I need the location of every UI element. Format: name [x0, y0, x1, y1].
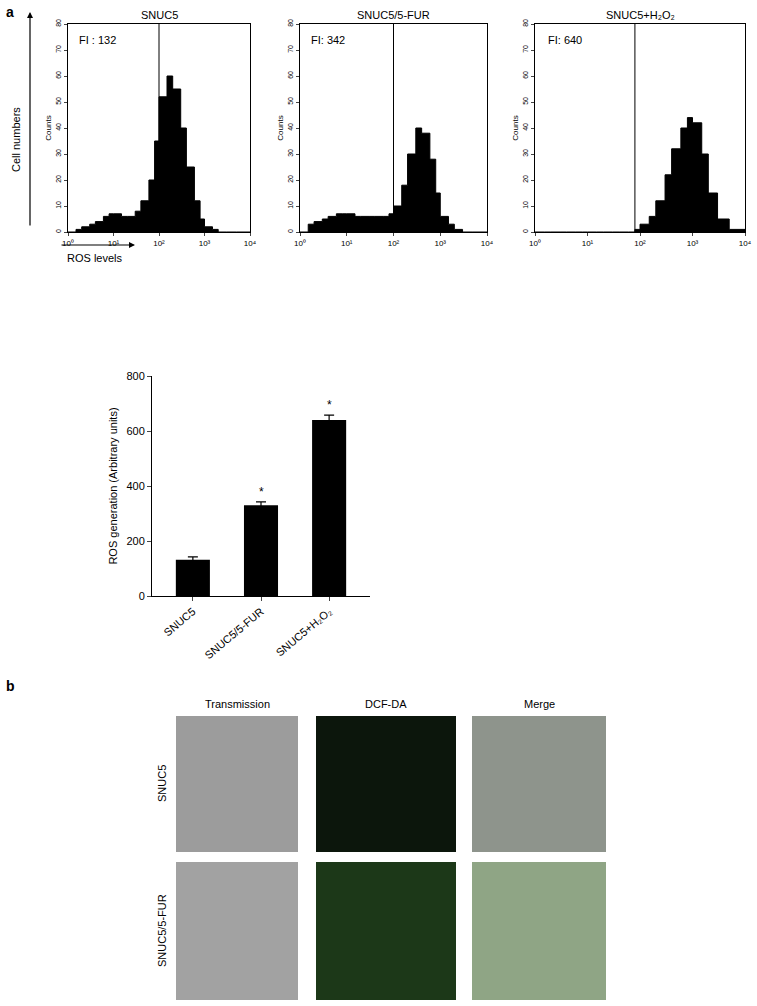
svg-text:SNUC5/5-FUR: SNUC5/5-FUR	[202, 605, 265, 661]
svg-text:SNUC5+H₂O₂: SNUC5+H₂O₂	[606, 9, 675, 21]
svg-text:10⁰: 10⁰	[529, 239, 541, 248]
svg-text:50: 50	[287, 97, 294, 105]
svg-text:20: 20	[522, 175, 529, 183]
svg-text:70: 70	[55, 45, 62, 53]
svg-text:60: 60	[55, 71, 62, 79]
svg-text:10¹: 10¹	[108, 239, 120, 248]
svg-text:*: *	[327, 398, 332, 412]
svg-text:FI: 640: FI: 640	[548, 34, 582, 46]
svg-text:30: 30	[522, 149, 529, 157]
svg-text:ROS levels: ROS levels	[67, 252, 123, 264]
svg-text:FI: 342: FI: 342	[311, 34, 345, 46]
svg-text:10⁴: 10⁴	[244, 239, 257, 248]
svg-text:Cell numbers: Cell numbers	[10, 107, 22, 172]
svg-text:Counts: Counts	[276, 115, 285, 140]
svg-text:Merge: Merge	[524, 698, 555, 710]
svg-text:10³: 10³	[434, 239, 446, 248]
svg-text:30: 30	[287, 149, 294, 157]
svg-text:*: *	[259, 485, 264, 499]
svg-text:10⁴: 10⁴	[739, 239, 752, 248]
svg-text:SNUC5: SNUC5	[161, 605, 197, 638]
svg-text:10⁰: 10⁰	[62, 239, 74, 248]
svg-text:SNUC5: SNUC5	[141, 9, 178, 21]
svg-text:a: a	[6, 4, 14, 20]
svg-text:10: 10	[522, 201, 529, 209]
svg-text:50: 50	[55, 97, 62, 105]
svg-text:10: 10	[287, 201, 294, 209]
svg-text:0: 0	[522, 229, 529, 233]
svg-text:60: 60	[287, 71, 294, 79]
svg-text:Transmission: Transmission	[205, 698, 270, 710]
svg-text:70: 70	[522, 45, 529, 53]
svg-text:SNUC5+H₂O₂: SNUC5+H₂O₂	[274, 605, 334, 658]
svg-text:Counts: Counts	[511, 115, 520, 140]
svg-text:800: 800	[126, 370, 144, 382]
svg-text:0: 0	[139, 590, 145, 602]
svg-text:10³: 10³	[687, 239, 699, 248]
svg-text:10³: 10³	[199, 239, 211, 248]
svg-text:DCF-DA: DCF-DA	[365, 698, 407, 710]
svg-text:30: 30	[55, 149, 62, 157]
svg-text:10²: 10²	[153, 239, 165, 248]
svg-text:40: 40	[522, 123, 529, 131]
svg-text:400: 400	[126, 480, 144, 492]
svg-text:0: 0	[55, 229, 62, 233]
svg-text:b: b	[6, 678, 15, 694]
svg-text:Counts: Counts	[44, 115, 53, 140]
svg-text:SNUC5/5-FUR: SNUC5/5-FUR	[156, 894, 168, 967]
svg-text:10²: 10²	[634, 239, 646, 248]
svg-text:10¹: 10¹	[582, 239, 594, 248]
svg-text:10: 10	[55, 201, 62, 209]
svg-text:20: 20	[55, 175, 62, 183]
svg-text:10²: 10²	[388, 239, 400, 248]
svg-text:20: 20	[287, 175, 294, 183]
svg-text:40: 40	[287, 123, 294, 131]
svg-text:80: 80	[287, 19, 294, 27]
svg-text:600: 600	[126, 425, 144, 437]
svg-text:10⁴: 10⁴	[481, 239, 494, 248]
svg-text:10¹: 10¹	[341, 239, 353, 248]
svg-text:50: 50	[522, 97, 529, 105]
svg-text:0: 0	[287, 229, 294, 233]
svg-text:10⁰: 10⁰	[294, 239, 306, 248]
svg-text:ROS generation (Arbitrary unit: ROS generation (Arbitrary units)	[107, 407, 119, 564]
svg-text:60: 60	[522, 71, 529, 79]
svg-text:80: 80	[522, 19, 529, 27]
svg-text:SNUC5: SNUC5	[156, 765, 168, 802]
svg-text:70: 70	[287, 45, 294, 53]
svg-text:80: 80	[55, 19, 62, 27]
svg-text:FI : 132: FI : 132	[79, 34, 116, 46]
svg-text:SNUC5/5-FUR: SNUC5/5-FUR	[357, 9, 430, 21]
svg-text:40: 40	[55, 123, 62, 131]
svg-text:200: 200	[126, 535, 144, 547]
